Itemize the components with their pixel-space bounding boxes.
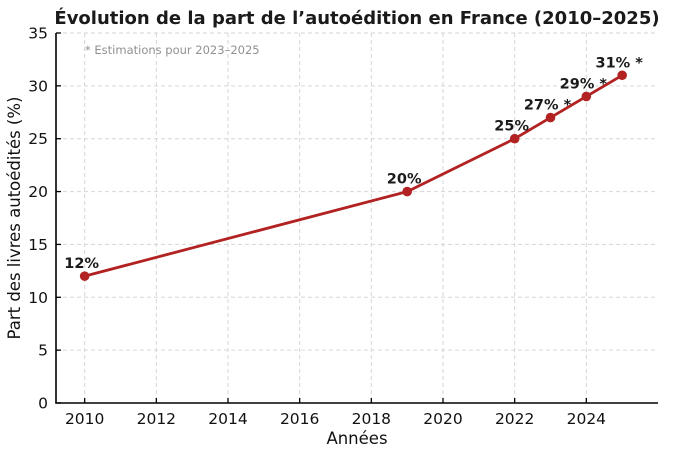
data-point [402,186,412,197]
y-axis-label: Part des livres autoédités (%) [5,97,24,340]
y-tick-label: 10 [28,289,48,307]
data-point-label: 27% * [524,98,572,114]
y-tick-label: 0 [38,395,48,413]
y-tick-label: 5 [38,342,48,360]
x-tick-label: 2010 [65,410,104,428]
y-tick-label: 20 [28,183,48,201]
y-tick-label: 15 [28,236,48,254]
x-tick-label: 2020 [423,410,462,428]
x-tick-label: 2022 [495,410,534,428]
data-point-label: 31% * [595,55,643,71]
x-axis-label: Années [326,429,387,448]
data-point [617,70,627,81]
series-line [83,73,624,278]
y-tick-label: 30 [28,77,48,95]
data-point [581,91,592,102]
y-tick-label: 25 [28,130,48,148]
chart-plot-area: 2010 2012 2014 2016 2018 2020 2022 2024 0 5 10 15 20… [28,25,658,428]
x-tick-label: 2014 [208,410,247,428]
data-point-label: 29% * [560,76,608,92]
x-tick-label: 2016 [280,410,319,428]
data-point [79,271,90,281]
y-tick-label: 35 [28,25,48,43]
data-point [509,133,520,144]
x-tick-label: 2012 [137,410,176,428]
chart-title: Évolution de la part de l’autoédition en… [54,7,659,29]
data-point-label: 25% [494,119,529,135]
data-point-label: 20% [387,172,422,188]
data-point-label: 12% [64,256,99,272]
x-tick-label: 2018 [352,410,391,428]
estimation-annotation: * Estimations pour 2023–2025 [85,43,260,57]
x-tick-label: 2024 [567,410,606,428]
data-point [545,112,556,123]
